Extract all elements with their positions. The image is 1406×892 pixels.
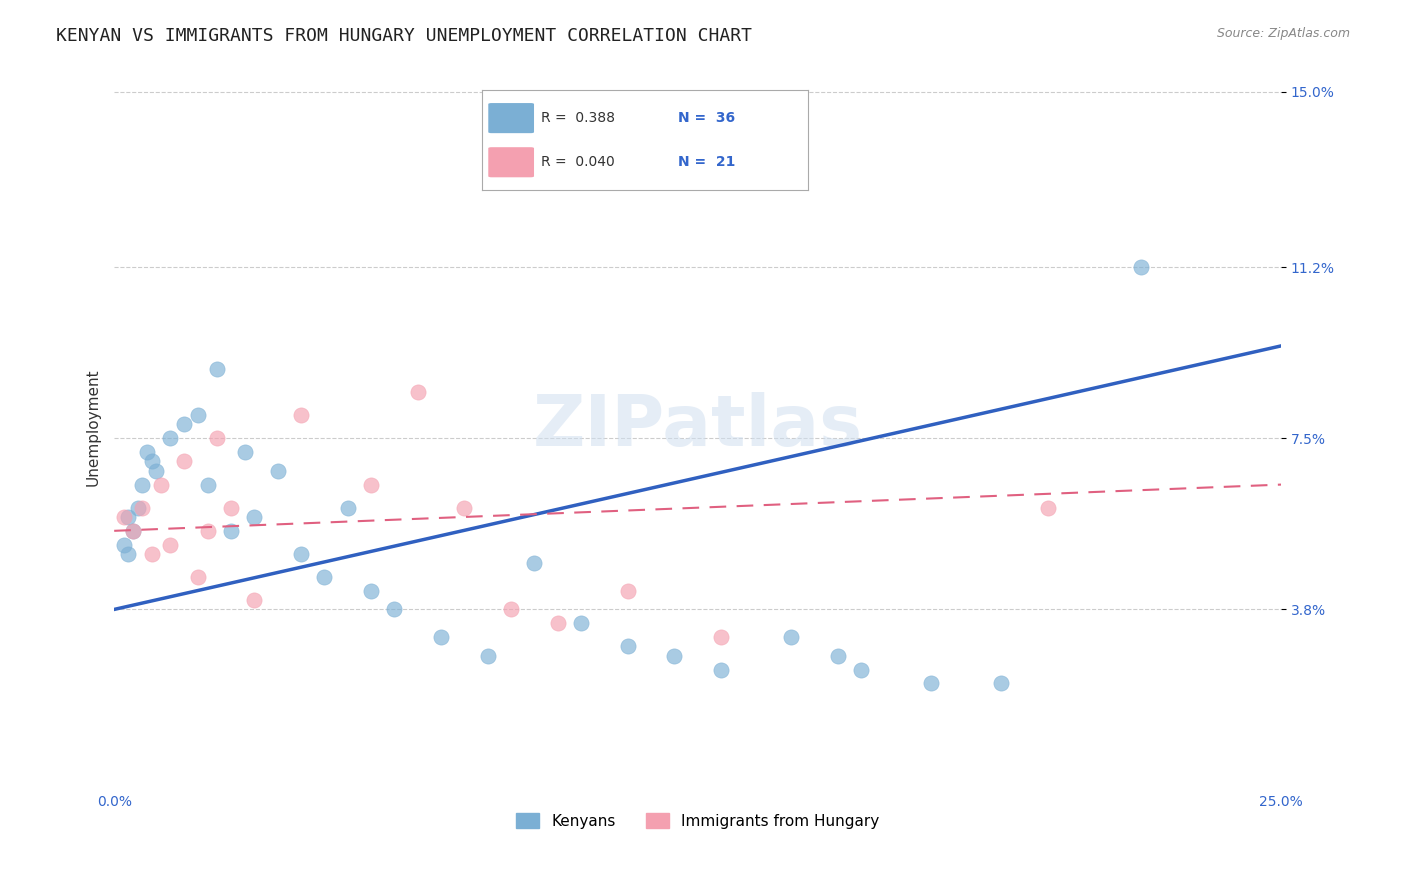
- Point: [145, 464, 167, 478]
- Point: [127, 500, 149, 515]
- Point: [430, 630, 453, 644]
- Point: [117, 547, 139, 561]
- Point: [453, 500, 475, 515]
- Point: [616, 640, 638, 654]
- Point: [131, 477, 153, 491]
- Point: [382, 602, 405, 616]
- Point: [205, 362, 228, 376]
- Point: [780, 630, 803, 644]
- Text: KENYAN VS IMMIGRANTS FROM HUNGARY UNEMPLOYMENT CORRELATION CHART: KENYAN VS IMMIGRANTS FROM HUNGARY UNEMPL…: [56, 27, 752, 45]
- Point: [616, 583, 638, 598]
- Point: [710, 663, 733, 677]
- Point: [112, 510, 135, 524]
- Point: [149, 477, 172, 491]
- Point: [141, 547, 163, 561]
- Point: [849, 663, 872, 677]
- Point: [499, 602, 522, 616]
- Point: [117, 510, 139, 524]
- Point: [121, 524, 143, 538]
- Point: [827, 648, 849, 663]
- Point: [135, 445, 157, 459]
- Text: Source: ZipAtlas.com: Source: ZipAtlas.com: [1216, 27, 1350, 40]
- Point: [920, 676, 942, 690]
- Point: [205, 431, 228, 445]
- Y-axis label: Unemployment: Unemployment: [86, 368, 100, 485]
- Point: [131, 500, 153, 515]
- Point: [159, 538, 181, 552]
- Point: [314, 570, 336, 584]
- Point: [710, 630, 733, 644]
- Point: [187, 409, 209, 423]
- Point: [243, 593, 266, 607]
- Point: [219, 524, 242, 538]
- Point: [112, 538, 135, 552]
- Point: [1036, 500, 1059, 515]
- Point: [141, 454, 163, 468]
- Point: [173, 417, 195, 432]
- Point: [990, 676, 1012, 690]
- Point: [406, 385, 429, 400]
- Point: [243, 510, 266, 524]
- Point: [173, 454, 195, 468]
- Point: [290, 547, 312, 561]
- Point: [477, 648, 499, 663]
- Point: [233, 445, 256, 459]
- Text: ZIPatlas: ZIPatlas: [533, 392, 863, 461]
- Point: [569, 616, 592, 631]
- Point: [360, 583, 382, 598]
- Point: [187, 570, 209, 584]
- Point: [336, 500, 359, 515]
- Point: [360, 477, 382, 491]
- Point: [219, 500, 242, 515]
- Point: [266, 464, 288, 478]
- Point: [547, 616, 569, 631]
- Legend: Kenyans, Immigrants from Hungary: Kenyans, Immigrants from Hungary: [510, 806, 886, 835]
- Point: [1130, 260, 1153, 275]
- Point: [197, 524, 219, 538]
- Point: [159, 431, 181, 445]
- Point: [197, 477, 219, 491]
- Point: [664, 648, 686, 663]
- Point: [290, 409, 312, 423]
- Point: [121, 524, 143, 538]
- Point: [523, 556, 546, 570]
